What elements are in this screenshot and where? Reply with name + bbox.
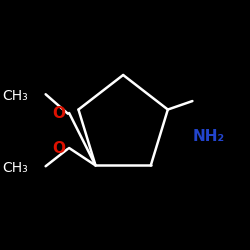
Text: CH₃: CH₃ bbox=[2, 88, 28, 102]
Text: O: O bbox=[52, 141, 65, 156]
Text: O: O bbox=[52, 106, 65, 121]
Text: CH₃: CH₃ bbox=[2, 160, 28, 174]
Text: NH₂: NH₂ bbox=[192, 129, 224, 144]
